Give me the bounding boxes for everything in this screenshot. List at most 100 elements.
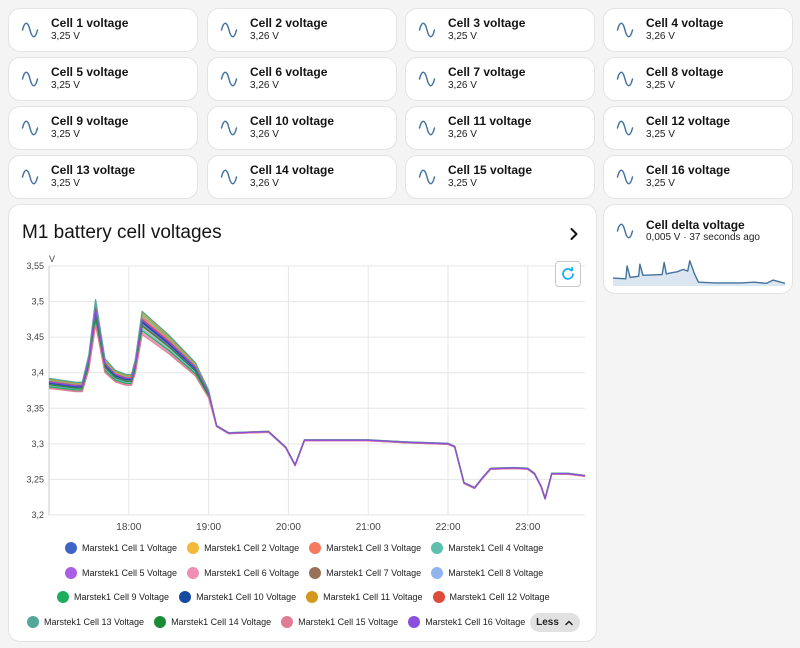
sine-wave-icon (418, 71, 436, 87)
tile-cell-1-voltage[interactable]: Cell 1 voltage 3,25 V (8, 8, 198, 52)
tile-state: 3,25 V (51, 31, 80, 42)
tile-cell-15-voltage[interactable]: Cell 15 voltage 3,25 V (405, 155, 595, 199)
less-button[interactable]: Less (530, 613, 580, 632)
legend-swatch (187, 567, 200, 579)
reset-zoom-icon (562, 266, 574, 280)
tile-name: Cell 14 voltage (250, 163, 335, 177)
legend-item-cell-16[interactable]: Marstek1 Cell 16 Voltage (408, 615, 525, 629)
sine-wave-icon (616, 169, 634, 185)
tile-cell-7-voltage[interactable]: Cell 7 voltage 3,26 V (405, 57, 595, 101)
tile-cell-2-voltage[interactable]: Cell 2 voltage 3,26 V (207, 8, 397, 52)
legend-label: Marstek1 Cell 5 Voltage (82, 568, 178, 578)
tile-cell-6-voltage[interactable]: Cell 6 voltage 3,26 V (207, 57, 397, 101)
tile-name: Cell 13 voltage (51, 163, 136, 177)
chart-card: M1 battery cell voltages 3,2 3,25 3,3 3,35 3… (8, 204, 597, 642)
tile-name: Cell 12 voltage (646, 114, 731, 128)
legend-swatch (65, 542, 77, 554)
tile-cell-10-voltage[interactable]: Cell 10 voltage 3,26 V (207, 106, 397, 150)
legend-item-cell-14[interactable]: Marstek1 Cell 14 Voltage (154, 615, 271, 629)
sine-wave-icon (616, 71, 634, 87)
legend-swatch (431, 542, 444, 554)
y-tick-label: 3,2 (31, 510, 44, 520)
legend-swatch (65, 567, 77, 579)
line-chart[interactable]: 3,2 3,25 3,3 3,35 3,4 3,45 3,5 3,55 18:00 19:00 20… (9, 205, 598, 535)
y-tick-label: 3,55 (26, 261, 44, 271)
legend-item-cell-4[interactable]: Marstek1 Cell 4 Voltage (431, 541, 543, 555)
sine-wave-icon (220, 22, 238, 38)
legend-label: Marstek1 Cell 7 Voltage (326, 568, 422, 578)
sine-wave-icon (616, 120, 634, 136)
legend-swatch (431, 567, 444, 579)
series-line-cell-15[interactable] (48, 324, 586, 500)
sine-wave-icon (21, 22, 39, 38)
sine-wave-icon (616, 223, 634, 239)
legend-item-cell-15[interactable]: Marstek1 Cell 15 Voltage (281, 615, 398, 629)
sine-wave-icon (220, 120, 238, 136)
sparkline-line (612, 260, 786, 284)
legend-row: Marstek1 Cell 5 Voltage Marstek1 Cell 6 V… (65, 566, 543, 580)
legend-item-cell-3[interactable]: Marstek1 Cell 3 Voltage (309, 541, 421, 555)
series-line-cell-1[interactable] (48, 311, 586, 500)
series-line-cell-5[interactable] (48, 313, 586, 500)
legend-label: Marstek1 Cell 9 Voltage (74, 592, 170, 602)
tile-name: Cell 6 voltage (250, 65, 328, 79)
x-tick-label: 21:00 (356, 522, 381, 533)
series-line-cell-12[interactable] (48, 307, 586, 500)
delta-sparkline (612, 260, 786, 286)
tile-cell-8-voltage[interactable]: Cell 8 voltage 3,25 V (603, 57, 793, 101)
series-line-cell-16[interactable] (48, 308, 586, 500)
tile-cell-11-voltage[interactable]: Cell 11 voltage 3,26 V (405, 106, 595, 150)
y-tick-label: 3,5 (31, 297, 44, 307)
legend-item-cell-6[interactable]: Marstek1 Cell 6 Voltage (187, 566, 299, 580)
tile-cell-3-voltage[interactable]: Cell 3 voltage 3,25 V (405, 8, 595, 52)
chart-title: M1 battery cell voltages (22, 222, 222, 243)
legend-swatch (187, 542, 200, 554)
tile-cell-14-voltage[interactable]: Cell 14 voltage 3,26 V (207, 155, 397, 199)
legend-item-cell-8[interactable]: Marstek1 Cell 8 Voltage (431, 566, 543, 580)
reset-zoom-button[interactable] (555, 261, 581, 287)
tile-state: 3,25 V (51, 129, 80, 140)
tile-state: 3,26 V (448, 80, 477, 91)
tile-state: 3,26 V (250, 31, 279, 42)
series-line-cell-7[interactable] (48, 309, 586, 500)
tile-state: 3,25 V (646, 129, 675, 140)
legend-item-cell-7[interactable]: Marstek1 Cell 7 Voltage (309, 566, 421, 580)
legend-swatch (432, 591, 445, 603)
legend-label: Marstek1 Cell 1 Voltage (82, 543, 178, 553)
legend-swatch (281, 616, 294, 628)
delta-state: 0,005 V · 37 seconds ago (646, 232, 760, 243)
legend-item-cell-13[interactable]: Marstek1 Cell 13 Voltage (27, 615, 144, 629)
tile-name: Cell 4 voltage (646, 16, 724, 30)
tile-cell-4-voltage[interactable]: Cell 4 voltage 3,26 V (603, 8, 793, 52)
tile-state: 3,25 V (448, 178, 477, 189)
tile-name: Cell 15 voltage (448, 163, 533, 177)
tile-cell-16-voltage[interactable]: Cell 16 voltage 3,25 V (603, 155, 793, 199)
legend-swatch (309, 542, 322, 554)
tile-state: 3,26 V (646, 31, 675, 42)
chevron-right-icon[interactable] (564, 224, 584, 244)
tile-cell-9-voltage[interactable]: Cell 9 voltage 3,25 V (8, 106, 198, 150)
series-line-cell-10[interactable] (48, 310, 586, 500)
tile-cell-5-voltage[interactable]: Cell 5 voltage 3,25 V (8, 57, 198, 101)
cell-delta-card[interactable]: Cell delta voltage 0,005 V · 37 seconds … (603, 204, 793, 294)
legend-item-cell-11[interactable]: Marstek1 Cell 11 Voltage (306, 590, 423, 604)
y-tick-label: 3,3 (31, 439, 44, 449)
legend-item-cell-1[interactable]: Marstek1 Cell 1 Voltage (65, 541, 177, 555)
series-line-cell-14[interactable] (48, 314, 586, 500)
legend-item-cell-5[interactable]: Marstek1 Cell 5 Voltage (65, 566, 177, 580)
series-line-cell-6[interactable] (48, 322, 586, 500)
sparkline-area (613, 260, 785, 286)
legend-item-cell-9[interactable]: Marstek1 Cell 9 Voltage (57, 590, 169, 604)
tile-cell-13-voltage[interactable]: Cell 13 voltage 3,25 V (8, 155, 198, 199)
legend-item-cell-12[interactable]: Marstek1 Cell 12 Voltage (432, 590, 550, 604)
legend-item-cell-2[interactable]: Marstek1 Cell 2 Voltage (187, 541, 299, 555)
legend-item-cell-10[interactable]: Marstek1 Cell 10 Voltage (179, 590, 296, 604)
legend-swatch (306, 591, 319, 603)
tile-state: 3,25 V (51, 178, 80, 189)
legend-row: Marstek1 Cell 9 Voltage Marstek1 Cell 10 … (57, 590, 550, 604)
tile-cell-12-voltage[interactable]: Cell 12 voltage 3,25 V (603, 106, 793, 150)
sine-wave-icon (418, 22, 436, 38)
less-label: Less (536, 617, 559, 628)
series-line-cell-9[interactable] (48, 320, 586, 500)
series-line-cell-2[interactable] (48, 315, 586, 500)
